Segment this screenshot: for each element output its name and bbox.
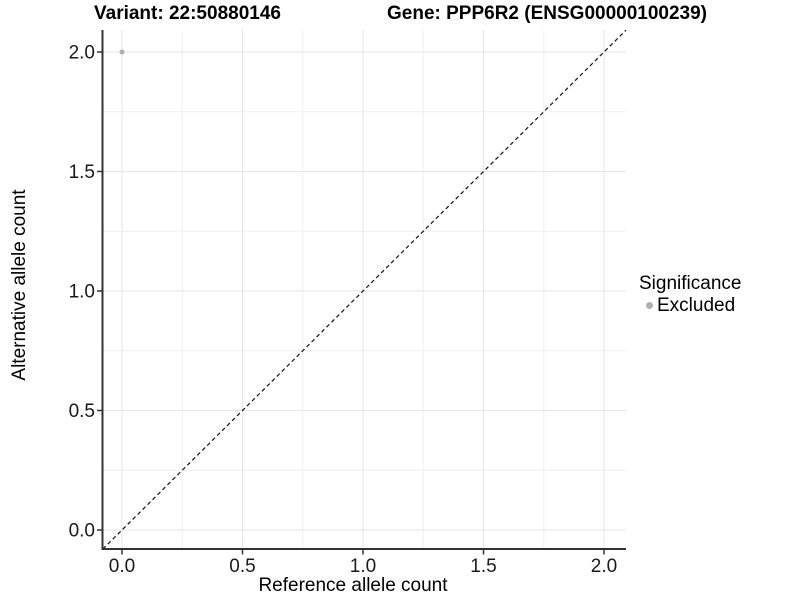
- legend-title: Significance: [639, 273, 742, 294]
- y-axis-title: Alternative allele count: [9, 189, 30, 381]
- y-tick-label: 2.0: [69, 43, 95, 64]
- x-tick-label: 1.5: [470, 556, 496, 577]
- y-tick-label: 0.0: [69, 521, 95, 542]
- data-point: [119, 49, 125, 55]
- x-tick-label: 1.0: [350, 556, 376, 577]
- legend-item-excluded: Excluded: [639, 295, 741, 316]
- y-tick-label: 0.5: [69, 401, 95, 422]
- y-tick-label: 1.0: [69, 282, 95, 303]
- legend-item-label: Excluded: [657, 295, 736, 316]
- variant-title: Variant: 22:50880146: [94, 3, 281, 24]
- x-tick-label: 0.5: [229, 556, 255, 577]
- y-tick-label: 1.5: [69, 162, 95, 183]
- x-tick-label: 2.0: [591, 556, 617, 577]
- x-tick-label: 0.0: [109, 556, 135, 577]
- gene-title: Gene: PPP6R2 (ENSG00000100239): [387, 3, 708, 24]
- legend: Significance Excluded: [639, 273, 741, 316]
- excluded-point-icon: [646, 302, 653, 309]
- x-axis-title: Reference allele count: [258, 575, 448, 596]
- identity-line: [102, 29, 627, 550]
